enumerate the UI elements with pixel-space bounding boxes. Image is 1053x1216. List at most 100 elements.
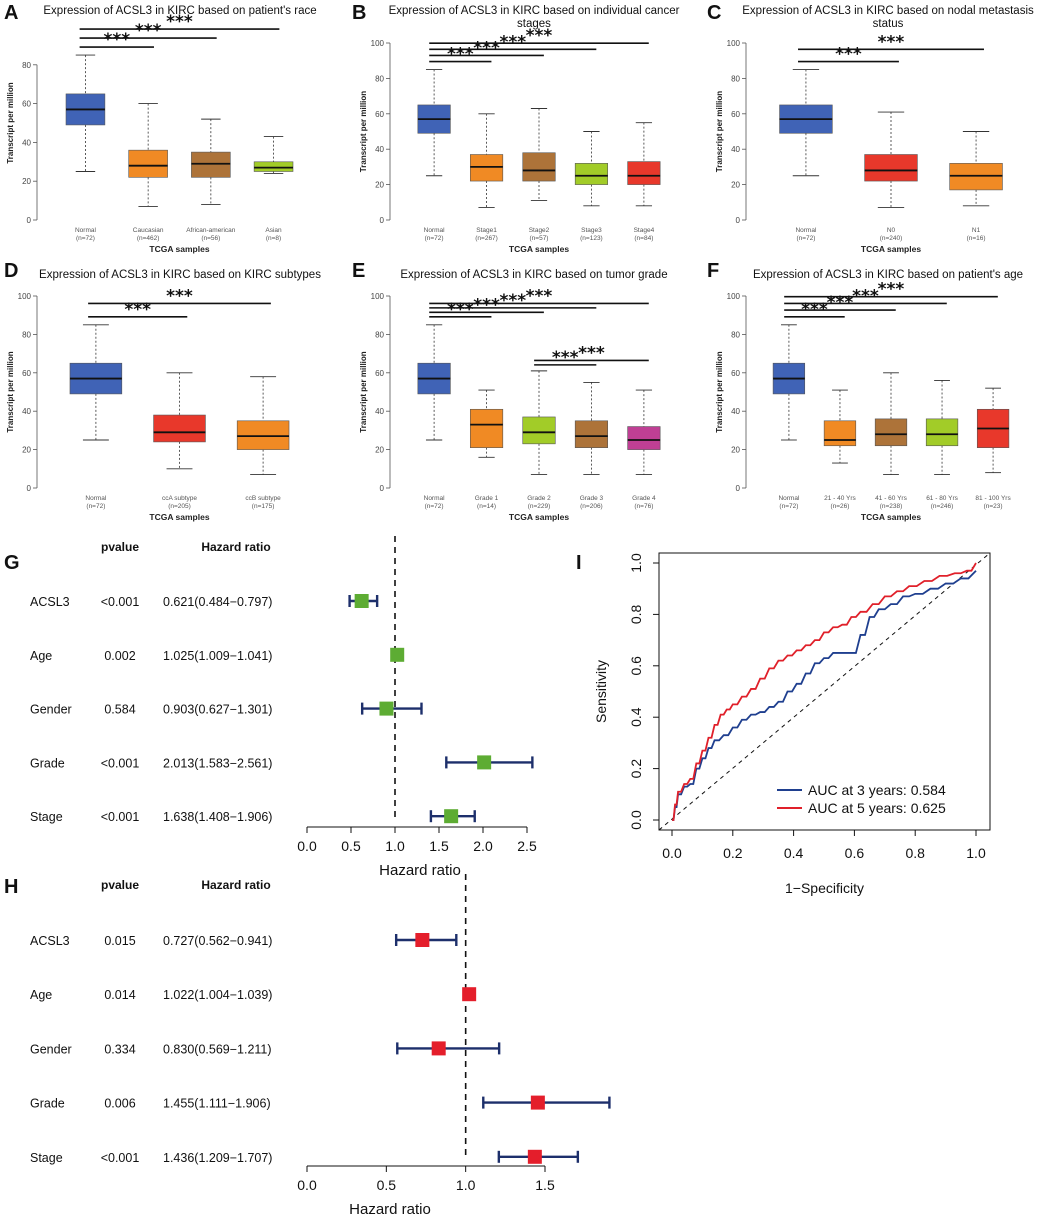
box-body (627, 161, 661, 185)
significance-stars: *** (526, 26, 553, 46)
column-header-pvalue: pvalue (101, 878, 139, 892)
box-body (574, 420, 609, 448)
category-count: (n=72) (425, 235, 444, 242)
y-tick-label: 60 (731, 369, 740, 378)
y-tick-label: 40 (22, 138, 31, 147)
x-tick-label: 1.0 (966, 845, 986, 861)
hazard-ratio-marker (431, 1041, 446, 1056)
category-label: Normal (85, 495, 107, 502)
category-label: Normal (75, 227, 97, 234)
row-variable-name: ACSL3 (30, 595, 70, 609)
roc-curve-5-years (672, 562, 977, 821)
y-tick-label: 20 (375, 181, 384, 190)
y-tick-label: 0.4 (628, 707, 644, 727)
y-tick-label: 100 (18, 292, 32, 301)
panel-label-E: E (352, 260, 365, 282)
y-tick-label: 100 (371, 39, 385, 48)
y-tick-label: 1.0 (628, 553, 644, 573)
category-label: Normal (424, 227, 446, 234)
row-pvalue: 0.015 (104, 934, 135, 948)
x-axis-title: 1−Specificity (785, 880, 864, 896)
category-label: Grade 1 (475, 495, 499, 502)
category-count: (n=206) (580, 503, 603, 510)
y-tick-label: 40 (375, 145, 384, 154)
category-count: (n=16) (967, 235, 986, 242)
row-pvalue: 0.334 (104, 1042, 135, 1056)
hazard-ratio-marker (477, 755, 492, 770)
roc-curve-panel: 0.0 0.0 0.2 0.2 0.4 0.4 0.6 0.6 0.8 0.8 1.0 1.0 AUC … (593, 552, 991, 896)
y-tick-label: 0.8 (628, 604, 644, 624)
row-hazard-ratio-text: 1.022(1.004−1.039) (163, 988, 272, 1002)
category-label: 21 - 40 Yrs (824, 495, 856, 502)
row-variable-name: Stage (30, 810, 63, 824)
y-axis-title: Transcript per million (359, 351, 368, 432)
significance-stars: *** (578, 343, 605, 363)
y-tick-label: 80 (22, 330, 31, 339)
x-tick-label: 0.5 (377, 1177, 397, 1193)
hazard-ratio-marker (354, 594, 369, 608)
y-tick-label: 0 (27, 216, 32, 225)
boxplot-panel-f: Expression of ACSL3 in KIRC based on pat… (715, 269, 1023, 522)
hazard-ratio-marker (530, 1095, 545, 1110)
category-count: (n=175) (252, 503, 275, 510)
box-body (191, 151, 231, 178)
x-tick-label: 0.2 (723, 845, 743, 861)
y-tick-label: 60 (22, 100, 31, 109)
category-count: (n=462) (137, 235, 160, 242)
chart-title-line: Expression of ACSL3 in KIRC based on ind… (389, 5, 680, 17)
y-axis-title: Transcript per million (715, 351, 724, 432)
row-pvalue: 0.002 (104, 649, 135, 663)
significance-stars: *** (499, 32, 526, 52)
category-count: (n=238) (880, 503, 903, 510)
y-tick-label: 60 (375, 369, 384, 378)
roc-curve-3-years (672, 570, 977, 821)
x-tick-label: 2.0 (473, 838, 493, 854)
row-variable-name: Grade (30, 1097, 65, 1111)
significance-stars: *** (447, 45, 474, 65)
x-tick-label: 0.5 (341, 838, 361, 854)
x-tick-label: 1.5 (429, 838, 449, 854)
row-pvalue: 0.014 (104, 988, 135, 1002)
hazard-ratio-marker (444, 809, 459, 824)
column-header-hazard-ratio: Hazard ratio (201, 540, 270, 554)
significance-stars: *** (135, 21, 162, 41)
x-axis-title: TCGA samples (509, 512, 569, 522)
column-header-pvalue: pvalue (101, 540, 139, 554)
row-hazard-ratio-text: 1.025(1.009−1.041) (163, 649, 272, 663)
category-label: Caucasian (133, 227, 164, 234)
row-hazard-ratio-text: 0.621(0.484−0.797) (163, 595, 272, 609)
chart-title-line: Expression of ACSL3 in KIRC based on pat… (753, 269, 1023, 281)
y-tick-label: 0.6 (628, 656, 644, 676)
chart-title-line: Expression of ACSL3 in KIRC based on nod… (742, 5, 1034, 17)
category-count: (n=72) (76, 235, 95, 242)
legend-label: AUC at 3 years: 0.584 (808, 782, 946, 798)
category-label: Grade 3 (580, 495, 604, 502)
x-tick-label: 0.0 (297, 1177, 317, 1193)
row-variable-name: Gender (30, 703, 72, 717)
x-tick-label: 0.0 (662, 845, 682, 861)
boxplot-panel-a: Expression of ACSL3 in KIRC based on pat… (6, 5, 317, 254)
hazard-ratio-marker (390, 647, 405, 662)
significance-stars: *** (499, 291, 526, 311)
y-tick-label: 20 (731, 181, 740, 190)
hazard-ratio-marker (379, 701, 394, 716)
box-body (522, 416, 556, 445)
significance-stars: *** (447, 300, 474, 320)
forest-plot-univariate: pvalue Hazard ratio ACSL3 <0.001 0.621(0.484… (30, 536, 537, 879)
significance-stars: *** (473, 38, 500, 58)
row-variable-name: ACSL3 (30, 934, 70, 948)
y-tick-label: 40 (731, 407, 740, 416)
category-label: 41 - 60 Yrs (875, 495, 907, 502)
panel-label-D: D (4, 260, 18, 282)
significance-stars: *** (552, 348, 579, 368)
y-tick-label: 0.2 (628, 759, 644, 779)
y-axis-title: Transcript per million (6, 351, 15, 432)
category-label: Grade 4 (632, 495, 656, 502)
panel-label-G: G (4, 552, 20, 574)
boxplot-panel-d: Expression of ACSL3 in KIRC based on KIR… (6, 269, 321, 522)
row-variable-name: Stage (30, 1151, 63, 1165)
x-tick-label: 1.0 (456, 1177, 476, 1193)
box-body (574, 163, 609, 185)
category-count: (n=26) (830, 503, 849, 510)
category-label: ccB subtype (245, 495, 281, 502)
